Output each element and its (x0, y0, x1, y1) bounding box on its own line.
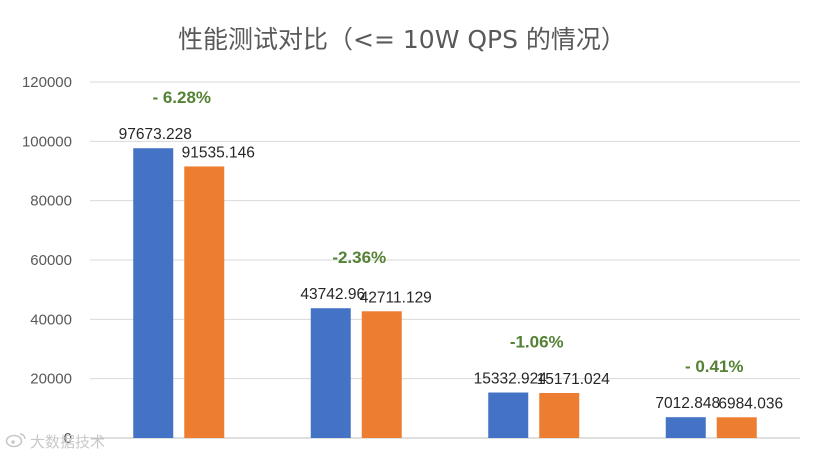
y-tick-label: 40000 (30, 311, 72, 328)
watermark-text: 大数据技术 (30, 433, 105, 451)
bar (539, 392, 580, 438)
change-annotation: - 6.28% (152, 88, 211, 107)
bar (488, 392, 529, 438)
data-label: 6984.036 (718, 395, 783, 412)
data-label: 7012.848 (655, 395, 720, 412)
data-label: 97673.228 (119, 126, 192, 143)
bar (716, 417, 757, 438)
bar (665, 417, 706, 438)
watermark: 大数据技术 (5, 433, 105, 451)
data-label: 15171.024 (537, 371, 611, 388)
data-label: 15332.924 (474, 371, 548, 388)
y-tick-label: 80000 (30, 193, 72, 210)
change-annotation: - 0.41% (685, 357, 744, 376)
weibo-icon (5, 433, 26, 448)
y-tick-label: 120000 (22, 74, 72, 91)
y-axis-ticks: 0 20000 40000 60000 80000 100000 120000 (22, 74, 72, 447)
bars (133, 148, 757, 438)
bar (133, 148, 174, 438)
y-tick-label: 100000 (22, 133, 72, 150)
bar (361, 311, 402, 438)
data-label: 43742.96 (300, 286, 365, 303)
y-tick-label: 20000 (30, 371, 72, 388)
annotations: - 6.28% -2.36% -1.06% - 0.41% (152, 88, 743, 376)
change-annotation: -2.36% (332, 248, 386, 267)
data-label: 91535.146 (182, 144, 255, 161)
data-label: 42711.129 (360, 289, 432, 306)
y-tick-label: 60000 (30, 252, 72, 269)
change-annotation: -1.06% (510, 333, 564, 352)
bar (184, 166, 225, 438)
y-tick-label: 0 (64, 430, 72, 447)
chart-title: 性能测试对比（<= 10W QPS 的情况） (178, 25, 626, 54)
bar (310, 308, 351, 438)
